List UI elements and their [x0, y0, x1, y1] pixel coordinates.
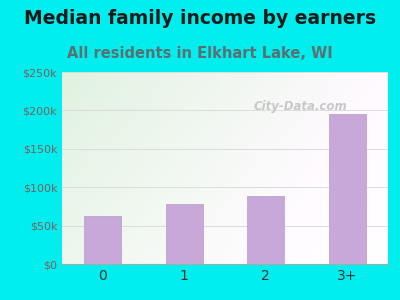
Bar: [329, 114, 366, 264]
Text: City-Data.com: City-Data.com: [253, 100, 347, 113]
Text: Median family income by earners: Median family income by earners: [24, 9, 376, 28]
Bar: [84, 216, 121, 264]
Bar: [248, 196, 284, 264]
Text: All residents in Elkhart Lake, WI: All residents in Elkhart Lake, WI: [67, 46, 333, 62]
Bar: [166, 204, 202, 264]
